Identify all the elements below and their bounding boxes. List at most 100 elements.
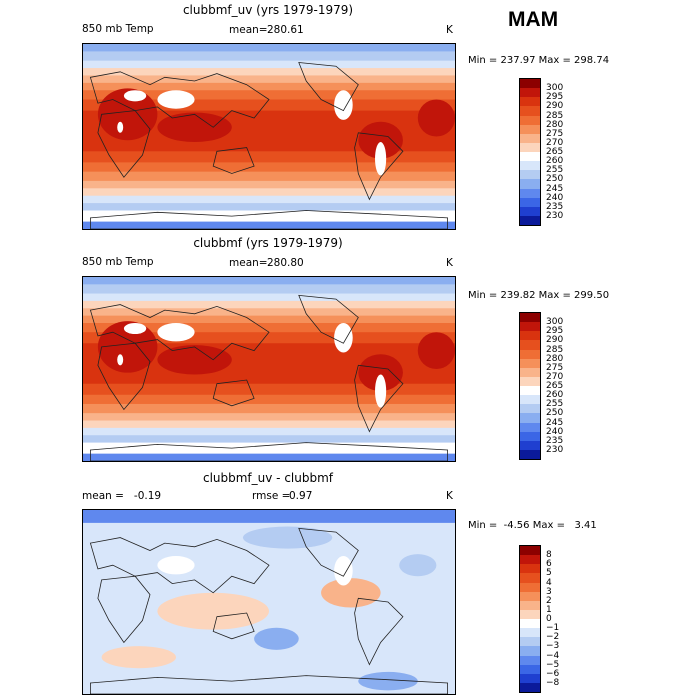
panel-3-title: clubbmf_uv - clubbmf xyxy=(202,471,334,485)
colorbar-tick-label: 280 xyxy=(546,353,564,364)
colorbar-swatch xyxy=(520,215,540,225)
colorbar-tick-label: 300 xyxy=(546,317,564,328)
panel-3-minmax: Min = -4.56 Max = 3.41 xyxy=(468,520,597,531)
colorbar-tick-label: 240 xyxy=(546,192,564,203)
panel-1-mean-label: mean= xyxy=(229,24,268,36)
colorbar-tick-label: 295 xyxy=(546,92,564,103)
colorbar-tick-label: 255 xyxy=(546,165,564,176)
panel-2-mean-value: 280.80 xyxy=(267,257,304,269)
panel-2-map xyxy=(82,276,456,462)
colorbar-tick-label: 260 xyxy=(546,390,564,401)
panel-1-mean-value: 280.61 xyxy=(267,24,304,36)
colorbar-swatch xyxy=(520,619,540,629)
colorbar-swatch xyxy=(520,322,540,332)
colorbar-swatch xyxy=(520,97,540,107)
map-field xyxy=(83,510,455,694)
colorbar-tick-label: 270 xyxy=(546,137,564,148)
panel-1-colorbar xyxy=(519,78,541,226)
map-field xyxy=(83,44,455,229)
colorbar-swatch xyxy=(520,431,540,441)
colorbar-tick-label: 290 xyxy=(546,335,564,346)
colorbar-swatch xyxy=(520,682,540,692)
colorbar-tick-label: 0 xyxy=(546,614,552,624)
panel-3-map xyxy=(82,509,456,695)
colorbar-tick-label: 250 xyxy=(546,408,564,419)
colorbar-tick-label: 260 xyxy=(546,156,564,167)
map-field xyxy=(83,277,455,461)
colorbar-tick-label: 6 xyxy=(546,559,552,570)
colorbar-swatch xyxy=(520,358,540,368)
colorbar-swatch xyxy=(520,413,540,423)
panel-1-variable-label: 850 mb Temp xyxy=(82,23,154,35)
colorbar-swatch xyxy=(520,331,540,341)
colorbar-tick-label: 275 xyxy=(546,128,564,139)
colorbar-tick-label: 290 xyxy=(546,101,564,112)
colorbar-tick-label: 230 xyxy=(546,210,564,221)
panel-2-mean-label: mean= xyxy=(229,257,268,269)
colorbar-swatch xyxy=(520,188,540,198)
colorbar-swatch xyxy=(520,88,540,98)
colorbar-swatch xyxy=(520,664,540,674)
colorbar-swatch xyxy=(520,564,540,574)
colorbar-swatch xyxy=(520,206,540,216)
colorbar-tick-label: 245 xyxy=(546,183,564,194)
colorbar-swatch xyxy=(520,573,540,583)
colorbar-swatch xyxy=(520,386,540,396)
colorbar-tick-label: 245 xyxy=(546,417,564,428)
colorbar-swatch xyxy=(520,440,540,450)
colorbar-tick-label: 285 xyxy=(546,344,564,355)
colorbar-tick-label: 5 xyxy=(546,568,552,579)
colorbar-swatch xyxy=(520,106,540,116)
panel-3-units: K xyxy=(446,490,453,502)
colorbar-swatch xyxy=(520,340,540,350)
colorbar-tick-label: −5 xyxy=(546,659,560,670)
panel-1-minmax: Min = 237.97 Max = 298.74 xyxy=(468,55,610,66)
colorbar-tick-label: −2 xyxy=(546,632,560,643)
colorbar-swatch xyxy=(520,591,540,601)
colorbar-swatch xyxy=(520,637,540,647)
colorbar-swatch xyxy=(520,349,540,359)
colorbar-swatch xyxy=(520,197,540,207)
colorbar-tick-label: 265 xyxy=(546,381,564,391)
colorbar-tick-label: −8 xyxy=(546,677,560,688)
panel-2-variable-label: 850 mb Temp xyxy=(82,256,154,268)
panel-1-units: K xyxy=(446,24,453,36)
colorbar-swatch xyxy=(520,655,540,665)
colorbar-tick-label: −6 xyxy=(546,668,560,679)
colorbar-tick-label: 3 xyxy=(546,586,552,597)
colorbar-tick-label: 240 xyxy=(546,426,564,437)
colorbar-tick-label: 275 xyxy=(546,362,564,373)
colorbar-tick-label: 1 xyxy=(546,604,552,615)
colorbar-swatch xyxy=(520,555,540,565)
colorbar-swatch xyxy=(520,313,540,323)
colorbar-tick-label: −4 xyxy=(546,650,560,661)
colorbar-swatch xyxy=(520,79,540,89)
colorbar-swatch xyxy=(520,673,540,683)
colorbar-tick-label: 270 xyxy=(546,371,564,382)
panel-3-mean-text: mean = -0.19 xyxy=(82,490,162,502)
colorbar-swatch xyxy=(520,546,540,556)
panel-3-rmse-value: 0.97 xyxy=(289,490,313,502)
colorbar-tick-label: 250 xyxy=(546,174,564,185)
colorbar-tick-label: 280 xyxy=(546,119,564,130)
colorbar-tick-label: −1 xyxy=(546,623,560,634)
colorbar-tick-label: 4 xyxy=(546,577,552,588)
colorbar-swatch xyxy=(520,367,540,377)
colorbar-swatch xyxy=(520,449,540,459)
panel-2-minmax: Min = 239.82 Max = 299.50 xyxy=(468,290,610,301)
colorbar-swatch xyxy=(520,582,540,592)
colorbar-tick-label: 255 xyxy=(546,399,564,410)
season-label: MAM xyxy=(508,8,559,31)
colorbar-swatch xyxy=(520,646,540,656)
colorbar-tick-label: 265 xyxy=(546,147,564,157)
colorbar-tick-label: 235 xyxy=(546,201,564,212)
colorbar-swatch xyxy=(520,600,540,610)
colorbar-swatch xyxy=(520,124,540,134)
colorbar-swatch xyxy=(520,115,540,125)
panel-1-title: clubbmf_uv (yrs 1979-1979) xyxy=(182,3,354,17)
colorbar-swatch xyxy=(520,422,540,432)
colorbar-swatch xyxy=(520,628,540,638)
colorbar-swatch xyxy=(520,161,540,171)
panel-3-rmse-label: rmse = xyxy=(252,490,291,502)
colorbar-swatch xyxy=(520,609,540,619)
